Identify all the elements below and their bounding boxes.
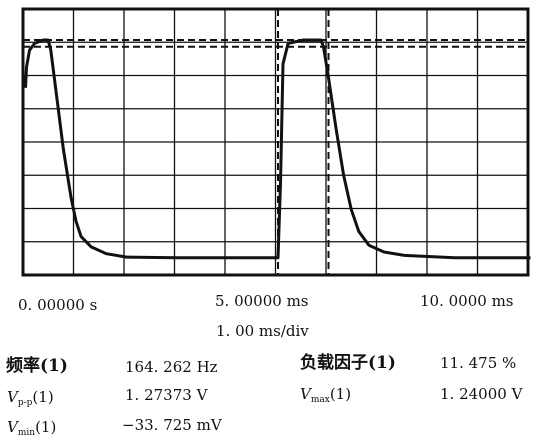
vpp-channel: (1) xyxy=(32,388,54,406)
vmax-value: 1. 24000 V xyxy=(440,385,523,403)
vmax-subscript: max xyxy=(310,395,330,405)
vpp-symbol: V xyxy=(7,388,18,406)
duty-cycle-label: 负载因子(1) xyxy=(300,353,396,373)
timebase-label: 1. 00 ms/div xyxy=(216,322,309,340)
vmax-label: Vmax(1) xyxy=(300,385,351,409)
vmin-subscript: min xyxy=(17,428,36,438)
vpp-subscript: p-p xyxy=(17,398,33,408)
x-tick-label-start: 0. 00000 s xyxy=(18,296,98,314)
frequency-label: 频率(1) xyxy=(6,356,68,376)
x-tick-label-end: 10. 0000 ms xyxy=(420,292,514,310)
vpp-label: Vp-p(1) xyxy=(7,388,54,412)
vmin-channel: (1) xyxy=(35,418,57,436)
oscilloscope-display xyxy=(21,7,531,277)
x-tick-label-mid: 5. 00000 ms xyxy=(215,292,309,310)
vpp-value: 1. 27373 V xyxy=(125,386,208,404)
vmin-value: −33. 725 mV xyxy=(122,416,222,434)
duty-cycle-value: 11. 475 % xyxy=(440,354,517,372)
vmin-label: Vmin(1) xyxy=(7,418,56,442)
series-line-1 xyxy=(24,38,531,260)
grid xyxy=(23,9,528,275)
screen-border xyxy=(21,7,530,277)
vmax-symbol: V xyxy=(300,385,311,403)
vmin-symbol: V xyxy=(7,418,18,436)
waveform-trace xyxy=(24,38,531,260)
frequency-value: 164. 262 Hz xyxy=(125,358,218,376)
vmax-channel: (1) xyxy=(329,385,352,403)
